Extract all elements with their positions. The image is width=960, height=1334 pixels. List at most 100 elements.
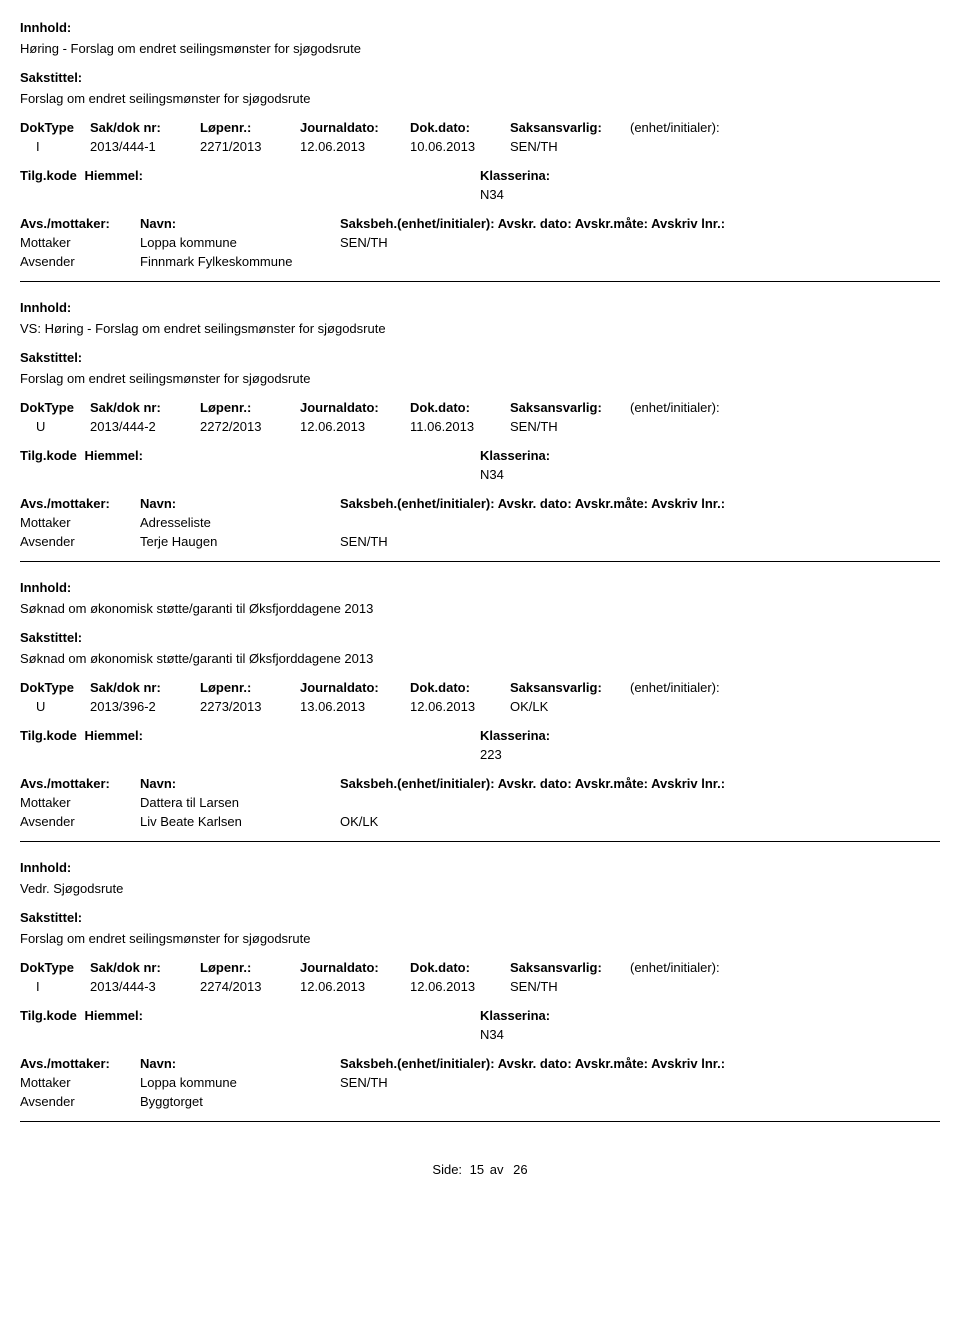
- journaldato-header: Journaldato:: [300, 400, 410, 415]
- doktype-value: U: [20, 419, 90, 434]
- enhet-header: (enhet/initialer):: [630, 680, 940, 695]
- saksansvarlig-header: Saksansvarlig:: [510, 680, 630, 695]
- journaldato-value: 12.06.2013: [300, 979, 410, 994]
- sakdok-header: Sak/dok nr:: [90, 960, 200, 975]
- avsender-name: Finnmark Fylkeskommune: [140, 254, 340, 269]
- mottaker-name: Loppa kommune: [140, 235, 340, 250]
- klassering-value: N34: [480, 187, 504, 202]
- innhold-text: Høring - Forslag om endret seilingsmønst…: [20, 41, 940, 56]
- entry-divider: [20, 1121, 940, 1122]
- journal-entry: Innhold: Vedr. Sjøgodsrute Sakstittel: F…: [20, 860, 940, 1122]
- avsender-label: Avsender: [20, 534, 140, 549]
- lopenr-header: Løpenr.:: [200, 120, 300, 135]
- dokdato-value: 12.06.2013: [410, 979, 510, 994]
- mottaker-name: Dattera til Larsen: [140, 795, 340, 810]
- mottaker-name: Adresseliste: [140, 515, 340, 530]
- lopenr-header: Løpenr.:: [200, 400, 300, 415]
- innhold-text: VS: Høring - Forslag om endret seilingsm…: [20, 321, 940, 336]
- footer-side-label: Side:: [432, 1162, 462, 1177]
- saksansvarlig-value: SEN/TH: [510, 419, 630, 434]
- navn-header: Navn:: [140, 1056, 340, 1071]
- mottaker-code: SEN/TH: [340, 235, 940, 250]
- navn-header: Navn:: [140, 216, 340, 231]
- avsender-label: Avsender: [20, 814, 140, 829]
- sakdok-value: 2013/444-1: [90, 139, 200, 154]
- mottaker-label: Mottaker: [20, 515, 140, 530]
- sakstittel-label: Sakstittel:: [20, 910, 940, 925]
- entry-divider: [20, 841, 940, 842]
- saksansvarlig-header: Saksansvarlig:: [510, 120, 630, 135]
- innhold-text: Vedr. Sjøgodsrute: [20, 881, 940, 896]
- doktype-header: DokType: [20, 120, 90, 135]
- klassering-value: 223: [480, 747, 502, 762]
- avsender-code: OK/LK: [340, 814, 940, 829]
- saksansvarlig-value: SEN/TH: [510, 979, 630, 994]
- journal-entry: Innhold: Høring - Forslag om endret seil…: [20, 20, 940, 282]
- saksbeh-header: Saksbeh.(enhet/initialer): Avskr. dato: …: [340, 496, 940, 511]
- tilgkode-label: Tilg.kode: [20, 1008, 77, 1023]
- klassering-value: N34: [480, 1027, 504, 1042]
- sakstittel-text: Søknad om økonomisk støtte/garanti til Ø…: [20, 651, 940, 666]
- lopenr-value: 2271/2013: [200, 139, 300, 154]
- lopenr-value: 2274/2013: [200, 979, 300, 994]
- journal-entry: Innhold: Søknad om økonomisk støtte/gara…: [20, 580, 940, 842]
- mottaker-code: SEN/TH: [340, 1075, 940, 1090]
- journaldato-header: Journaldato:: [300, 120, 410, 135]
- dokdato-value: 10.06.2013: [410, 139, 510, 154]
- innhold-label: Innhold:: [20, 300, 940, 315]
- journaldato-header: Journaldato:: [300, 960, 410, 975]
- avsender-code: [340, 1094, 940, 1109]
- sakstittel-label: Sakstittel:: [20, 70, 940, 85]
- saksbeh-header: Saksbeh.(enhet/initialer): Avskr. dato: …: [340, 1056, 940, 1071]
- saksbeh-header: Saksbeh.(enhet/initialer): Avskr. dato: …: [340, 216, 940, 231]
- enhet-header: (enhet/initialer):: [630, 120, 940, 135]
- entry-divider: [20, 281, 940, 282]
- mottaker-label: Mottaker: [20, 235, 140, 250]
- hjemmel-label: Hiemmel:: [84, 728, 143, 743]
- doktype-value: U: [20, 699, 90, 714]
- tilgkode-label: Tilg.kode: [20, 448, 77, 463]
- saksansvarlig-value: OK/LK: [510, 699, 630, 714]
- saksansvarlig-value: SEN/TH: [510, 139, 630, 154]
- hjemmel-label: Hiemmel:: [84, 168, 143, 183]
- dokdato-header: Dok.dato:: [410, 680, 510, 695]
- journaldato-header: Journaldato:: [300, 680, 410, 695]
- journaldato-value: 13.06.2013: [300, 699, 410, 714]
- sakstittel-text: Forslag om endret seilingsmønster for sj…: [20, 371, 940, 386]
- saksansvarlig-header: Saksansvarlig:: [510, 400, 630, 415]
- saksansvarlig-header: Saksansvarlig:: [510, 960, 630, 975]
- doktype-header: DokType: [20, 680, 90, 695]
- innhold-label: Innhold:: [20, 20, 940, 35]
- sakstittel-text: Forslag om endret seilingsmønster for sj…: [20, 91, 940, 106]
- hjemmel-label: Hiemmel:: [84, 448, 143, 463]
- doktype-value: I: [20, 139, 90, 154]
- klassering-label: Klasserina:: [480, 728, 940, 743]
- saksbeh-header: Saksbeh.(enhet/initialer): Avskr. dato: …: [340, 776, 940, 791]
- dokdato-header: Dok.dato:: [410, 400, 510, 415]
- sakstittel-label: Sakstittel:: [20, 350, 940, 365]
- innhold-text: Søknad om økonomisk støtte/garanti til Ø…: [20, 601, 940, 616]
- tilgkode-label: Tilg.kode: [20, 728, 77, 743]
- avsender-code: SEN/TH: [340, 534, 940, 549]
- avsmottaker-header: Avs./mottaker:: [20, 216, 140, 231]
- footer-current: 15: [470, 1162, 484, 1177]
- dokdato-value: 11.06.2013: [410, 419, 510, 434]
- avsmottaker-header: Avs./mottaker:: [20, 1056, 140, 1071]
- journal-entry: Innhold: VS: Høring - Forslag om endret …: [20, 300, 940, 562]
- mottaker-code: [340, 795, 940, 810]
- avsender-label: Avsender: [20, 1094, 140, 1109]
- klassering-label: Klasserina:: [480, 168, 940, 183]
- doktype-header: DokType: [20, 960, 90, 975]
- sakdok-header: Sak/dok nr:: [90, 400, 200, 415]
- innhold-label: Innhold:: [20, 860, 940, 875]
- avsender-label: Avsender: [20, 254, 140, 269]
- avsender-name: Byggtorget: [140, 1094, 340, 1109]
- lopenr-value: 2273/2013: [200, 699, 300, 714]
- lopenr-header: Løpenr.:: [200, 960, 300, 975]
- avsender-name: Terje Haugen: [140, 534, 340, 549]
- dokdato-header: Dok.dato:: [410, 960, 510, 975]
- enhet-header: (enhet/initialer):: [630, 960, 940, 975]
- enhet-header: (enhet/initialer):: [630, 400, 940, 415]
- avsender-name: Liv Beate Karlsen: [140, 814, 340, 829]
- mottaker-code: [340, 515, 940, 530]
